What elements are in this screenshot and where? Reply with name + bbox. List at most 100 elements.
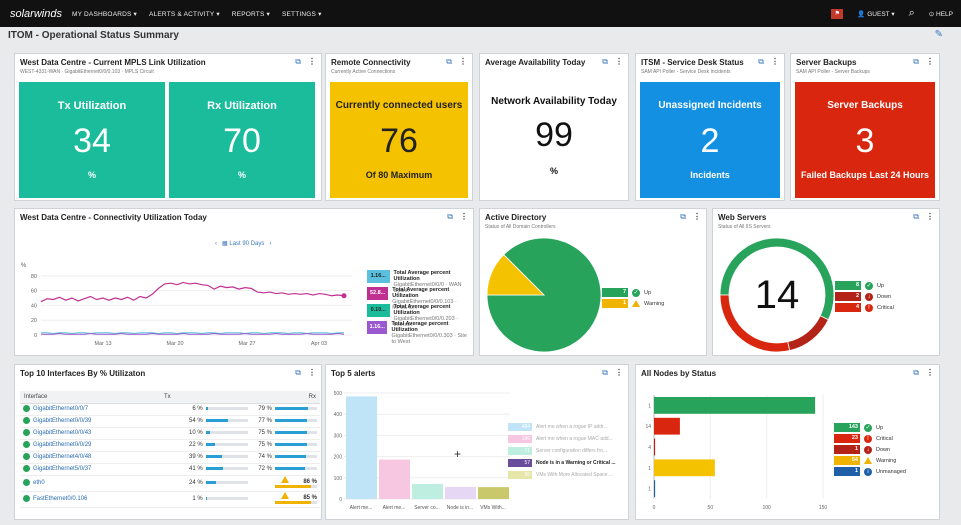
open-external-icon[interactable]: ⧉ xyxy=(913,57,919,66)
open-external-icon[interactable]: ⧉ xyxy=(446,57,452,66)
edit-pencil-icon[interactable]: ✎ xyxy=(934,29,943,40)
table-row[interactable]: GigabitEthernet0/0/29 22 % 75 % xyxy=(20,439,320,452)
kebab-menu-icon[interactable]: ⋮ xyxy=(771,57,779,66)
legend-down[interactable]: 2 ↓ Down xyxy=(835,292,891,301)
interface-cell[interactable]: GigabitEthernet5/0/37 xyxy=(20,463,160,476)
date-range-selector[interactable]: ‹ ▦ Last 90 Days › xyxy=(215,240,271,247)
kebab-menu-icon[interactable]: ⋮ xyxy=(459,57,467,66)
nodes-legend-item[interactable]: 1 ↓ Down xyxy=(834,445,906,454)
kebab-menu-icon[interactable]: ⋮ xyxy=(460,212,468,221)
interface-cell[interactable]: FastEthernet0/0.106 xyxy=(20,491,160,508)
unassigned-incidents-kpi[interactable]: Unassigned Incidents 2 Incidents xyxy=(640,82,780,198)
kebab-menu-icon[interactable]: ⋮ xyxy=(926,57,934,66)
failed-backups-kpi[interactable]: Server Backups 3 Failed Backups Last 24 … xyxy=(795,82,935,198)
series-legend-3[interactable]: 0.10... Total Average percent Utilizatio… xyxy=(367,304,473,328)
col-interface[interactable]: Interface xyxy=(20,391,160,404)
series-legend-4[interactable]: 1.16... Total Average percent Utilizatio… xyxy=(367,321,473,345)
table-row[interactable]: eth0 24 % 86 % xyxy=(20,475,320,492)
open-external-icon[interactable]: ⧉ xyxy=(295,368,301,377)
interface-cell[interactable]: eth0 xyxy=(20,475,160,492)
col-tx[interactable]: Tx xyxy=(160,391,251,404)
kebab-menu-icon[interactable]: ⋮ xyxy=(926,212,934,221)
open-external-icon[interactable]: ⧉ xyxy=(913,368,919,377)
alert-count-badge: 57 xyxy=(508,459,532,467)
kebab-menu-icon[interactable]: ⋮ xyxy=(693,212,701,221)
series-legend-1[interactable]: 1.16... Total Average percent Utilizatio… xyxy=(367,270,473,294)
connected-users-kpi[interactable]: Currently connected users 76 Of 80 Maxim… xyxy=(330,82,468,198)
notification-flag-icon[interactable]: ⚑ xyxy=(831,8,844,19)
interface-cell[interactable]: GigabitEthernet0/0/39 xyxy=(20,415,160,428)
interface-cell[interactable]: GigabitEthernet0/0/7 xyxy=(20,403,160,416)
nav-reports[interactable]: REPORTS ▾ xyxy=(231,10,270,18)
legend-up[interactable]: 7 ✓ Up xyxy=(602,288,651,297)
open-external-icon[interactable]: ⧉ xyxy=(680,212,686,221)
nodes-legend-item[interactable]: 1 i Unmanaged xyxy=(834,467,906,476)
y-tick-label: 0 xyxy=(34,333,37,339)
open-external-icon[interactable]: ⧉ xyxy=(447,212,453,221)
chevron-right-icon[interactable]: › xyxy=(269,241,272,247)
active-directory-pie-chart[interactable] xyxy=(484,235,604,355)
open-external-icon[interactable]: ⧉ xyxy=(758,57,764,66)
nodes-legend-item[interactable]: 54 Warning xyxy=(834,456,906,465)
web-servers-donut-chart[interactable] xyxy=(717,235,837,355)
interface-cell[interactable]: GigabitEthernet0/0/43 xyxy=(20,427,160,440)
open-external-icon[interactable]: ⧉ xyxy=(602,57,608,66)
series-legend-2[interactable]: 52.8... Total Average percent Utilizatio… xyxy=(367,287,473,311)
kebab-menu-icon[interactable]: ⋮ xyxy=(926,368,934,377)
network-availability-kpi[interactable]: Network Availability Today 99 % xyxy=(484,82,624,198)
interface-link[interactable]: eth0 xyxy=(33,480,45,487)
alert-legend-item[interactable]: 56 VMs With More Allocated Space ... xyxy=(508,469,616,481)
pie-slice-up xyxy=(486,237,602,353)
interface-link[interactable]: GigabitEthernet0/0/7 xyxy=(33,406,89,413)
y-tick-label: 1 xyxy=(648,466,651,472)
chevron-left-icon[interactable]: ‹ xyxy=(215,241,217,247)
kebab-menu-icon[interactable]: ⋮ xyxy=(308,57,316,66)
col-rx[interactable]: Rx xyxy=(250,391,320,404)
alert-legend-item[interactable]: 484 Alert me when a rogue IP addr... xyxy=(508,421,616,433)
tile-title: Web Servers xyxy=(718,213,767,222)
tile-subtitle: SAM API Poller - Server Backups xyxy=(796,69,870,75)
interface-cell[interactable]: GigabitEthernet0/0/29 xyxy=(20,439,160,452)
nodes-legend-item[interactable]: 23! Critical xyxy=(834,434,906,443)
kebab-menu-icon[interactable]: ⋮ xyxy=(308,368,316,377)
interface-link[interactable]: GigabitEthernet4/0/48 xyxy=(33,454,92,461)
legend-up[interactable]: 8 ✓ Up xyxy=(835,281,884,290)
alert-legend-item[interactable]: 71 Server configuration differs fro... xyxy=(508,445,616,457)
y-tick-label: 40 xyxy=(31,303,37,309)
table-row[interactable]: GigabitEthernet0/0/7 6 % 79 % xyxy=(20,403,320,416)
interface-link[interactable]: GigabitEthernet0/0/29 xyxy=(33,442,92,449)
search-icon[interactable]: ⌕ xyxy=(908,7,915,19)
help-link[interactable]: ⊙ HELP xyxy=(928,10,953,18)
nodes-legend-item[interactable]: 143 ✓ Up xyxy=(834,423,906,432)
tile-title: Top 10 Interfaces By % Utilizaton xyxy=(20,369,146,378)
table-row[interactable]: GigabitEthernet0/0/43 10 % 75 % xyxy=(20,427,320,440)
user-menu[interactable]: 👤 GUEST ▾ xyxy=(857,10,895,18)
y-tick-label: 4 xyxy=(648,445,651,451)
top-alerts-tile: Top 5 alerts ⧉ ⋮ 0 100 200 300 400 500 Alert me… xyxy=(325,364,629,520)
interface-link[interactable]: FastEthernet0/0.106 xyxy=(33,496,88,503)
solarwinds-logo[interactable]: solarwinds xyxy=(10,7,62,20)
tx-utilization-kpi[interactable]: Tx Utilization 34 % xyxy=(19,82,165,198)
kebab-menu-icon[interactable]: ⋮ xyxy=(615,57,623,66)
open-external-icon[interactable]: ⧉ xyxy=(602,368,608,377)
table-row[interactable]: GigabitEthernet4/0/48 39 % 74 % xyxy=(20,451,320,464)
open-external-icon[interactable]: ⧉ xyxy=(913,212,919,221)
legend-warning[interactable]: 1 Warning xyxy=(602,299,664,308)
interface-link[interactable]: GigabitEthernet5/0/37 xyxy=(33,466,92,473)
open-external-icon[interactable]: ⧉ xyxy=(295,57,301,66)
tx-bar xyxy=(205,480,248,484)
table-row[interactable]: GigabitEthernet5/0/37 41 % 72 % xyxy=(20,463,320,476)
table-row[interactable]: GigabitEthernet0/0/39 54 % 77 % xyxy=(20,415,320,428)
alert-legend-item[interactable]: 57 Node is in a Warning or Critical ... xyxy=(508,457,616,469)
interface-link[interactable]: GigabitEthernet0/0/43 xyxy=(33,430,92,437)
rx-utilization-kpi[interactable]: Rx Utilization 70 % xyxy=(169,82,315,198)
alert-legend-item[interactable]: 186 Alert me when a rogue MAC add... xyxy=(508,433,616,445)
table-row[interactable]: FastEthernet0/0.106 1 % 85 % xyxy=(20,491,320,508)
kebab-menu-icon[interactable]: ⋮ xyxy=(615,368,623,377)
interface-link[interactable]: GigabitEthernet0/0/39 xyxy=(33,418,92,425)
nav-alerts-activity[interactable]: ALERTS & ACTIVITY ▾ xyxy=(149,10,220,18)
interface-cell[interactable]: GigabitEthernet4/0/48 xyxy=(20,451,160,464)
legend-critical[interactable]: 4 ! Critical xyxy=(835,303,894,312)
nav-settings[interactable]: SETTINGS ▾ xyxy=(281,10,322,18)
nav-my-dashboards[interactable]: MY DASHBOARDS ▾ xyxy=(72,10,138,18)
